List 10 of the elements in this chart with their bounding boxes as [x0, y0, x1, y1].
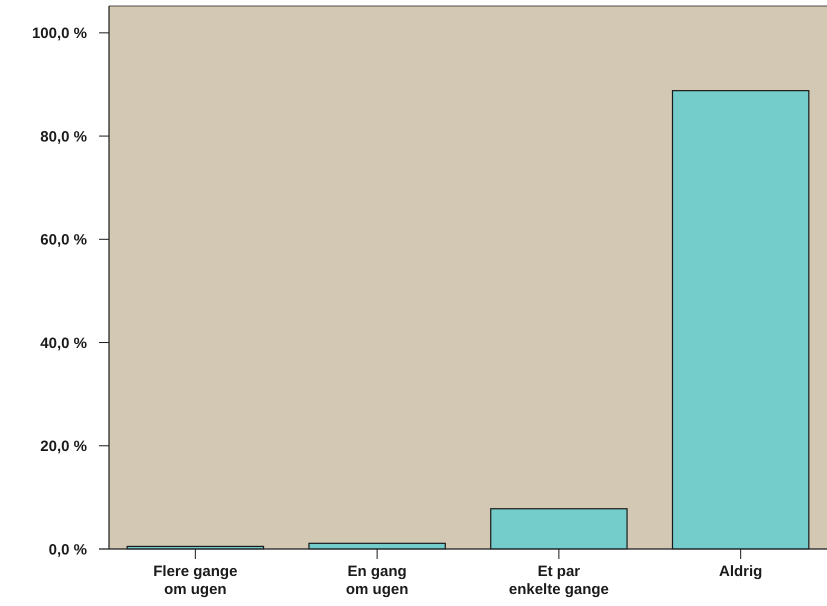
y-tick-label: 100,0 %	[32, 25, 87, 42]
x-tick-label: Et par enkelte gange	[508, 563, 609, 598]
y-tick-label: 40,0 %	[40, 334, 87, 352]
y-tick-label: 20,0 %	[40, 438, 87, 456]
y-tick-label: 60,0 %	[40, 232, 87, 249]
y-tick-label: 80,0 %	[40, 128, 87, 146]
x-tick-label: En gang om ugen	[346, 563, 408, 598]
y-tick-label: 0,0 %	[48, 541, 87, 558]
x-tick-label: Flere gange om ugen	[153, 563, 238, 598]
x-tick-label: Aldrig	[718, 563, 762, 580]
